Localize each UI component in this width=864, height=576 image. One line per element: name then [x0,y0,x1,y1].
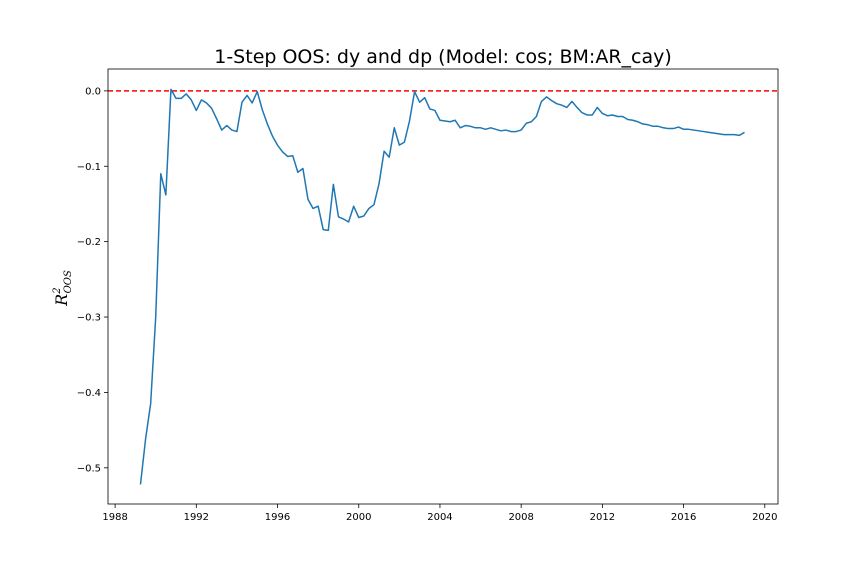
plot-area [107,68,779,505]
x-tick-label: 2016 [671,512,696,523]
chart-title: 1-Step OOS: dy and dp (Model: cos; BM:AR… [214,46,672,68]
series-group [139,88,745,485]
x-tick-label: 1996 [265,512,290,523]
svg-text:R2OOS: R2OOS [52,270,74,307]
y-axis-label-main: R [52,294,71,307]
x-axis: 1988 1992 1996 2000 2004 2008 2012 2016 2020 [102,504,778,523]
x-tick-label: 2008 [508,512,533,523]
y-tick-label: −0.2 [77,237,101,248]
x-tick-label: 2020 [752,512,777,523]
y-axis: 0.0 −0.1 −0.2 −0.3 −0.4 −0.5 [77,86,108,474]
y-tick-label: 0.0 [85,86,101,97]
x-tick-label: 1992 [184,512,209,523]
y-axis-label-sub: OOS [63,270,74,293]
y-axis-label-sup: 2 [52,287,63,294]
series-line-0 [139,88,745,485]
axes-frame [107,68,779,505]
y-tick-label: −0.4 [77,388,101,399]
y-axis-label: R2OOS [52,270,74,307]
y-tick-label: −0.5 [77,463,101,474]
y-tick-label: −0.3 [77,313,101,324]
x-tick-label: 1988 [102,512,127,523]
x-tick-label: 2000 [346,512,371,523]
y-tick-label: −0.1 [77,162,101,173]
x-tick-label: 2004 [427,512,452,523]
x-tick-label: 2012 [590,512,615,523]
